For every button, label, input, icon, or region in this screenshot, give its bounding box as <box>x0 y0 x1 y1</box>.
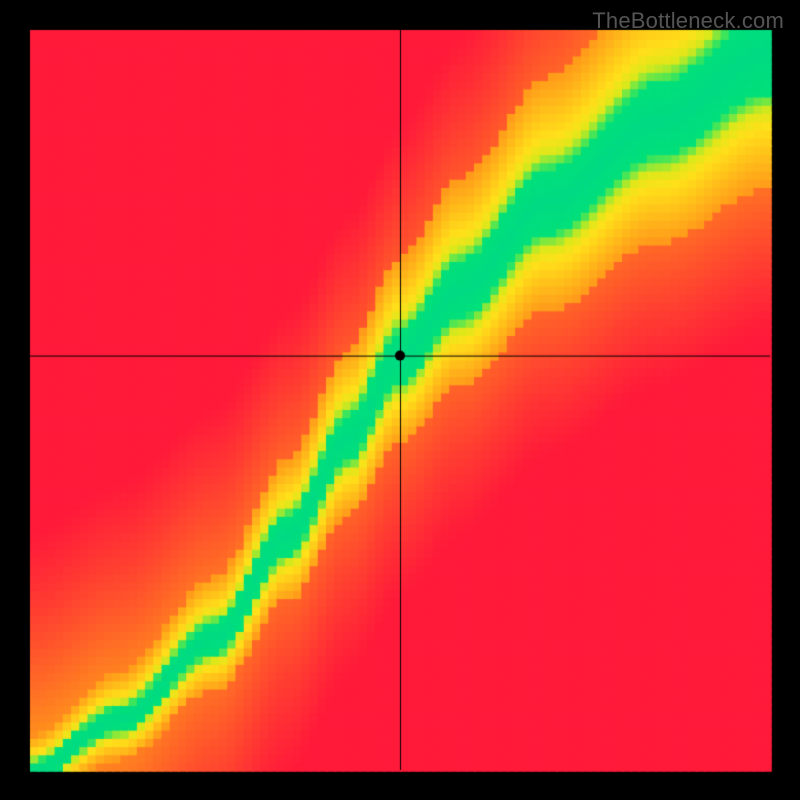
bottleneck-heatmap <box>0 0 800 800</box>
watermark-text: TheBottleneck.com <box>592 8 784 34</box>
